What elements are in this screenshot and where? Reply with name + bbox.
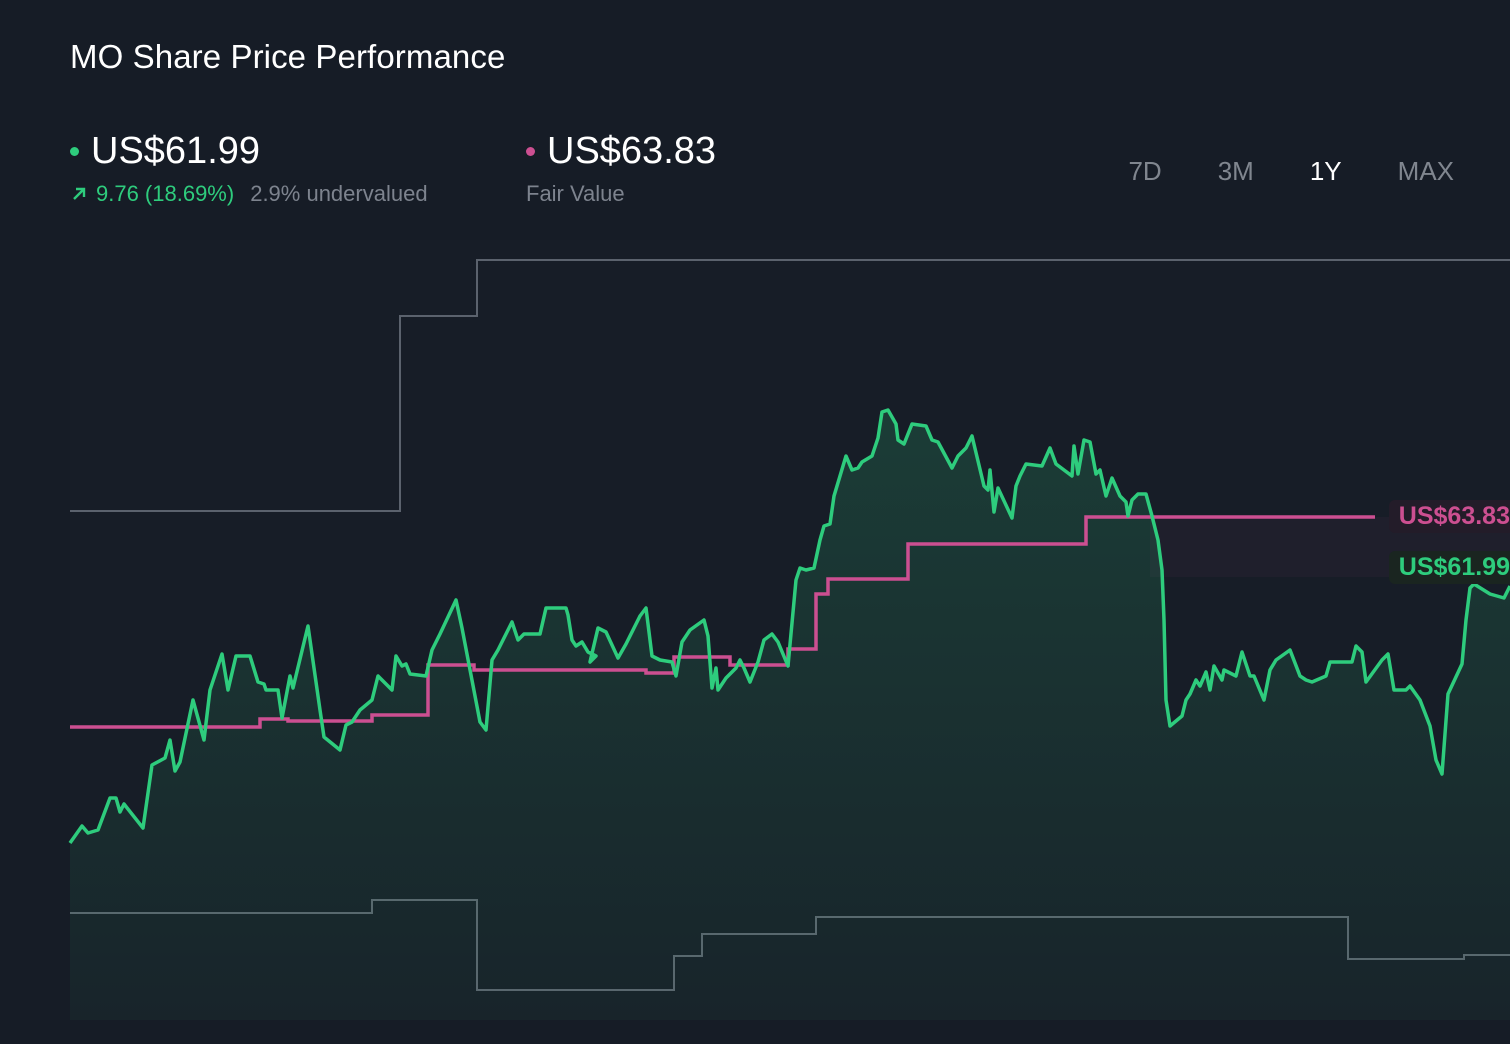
fair-value-stat: US$63.83 Fair Value xyxy=(526,130,716,207)
time-range-selector: 7D 3M 1Y MAX xyxy=(1100,156,1482,187)
fair-value-value: US$63.83 xyxy=(547,130,717,172)
share-price-value: US$61.99 xyxy=(91,130,261,172)
page-title: MO Share Price Performance xyxy=(70,38,506,75)
range-3m[interactable]: 3M xyxy=(1190,156,1282,187)
share-price-stat: US$61.99 9.76 (18.69%) 2.9% undervalued xyxy=(70,130,428,207)
fair-value-tag: US$63.83 xyxy=(1388,500,1510,533)
valuation-status: 2.9% undervalued xyxy=(250,181,428,206)
share-price-line xyxy=(68,408,1510,845)
price-tag: US$61.99 xyxy=(1388,551,1510,584)
price-dot-icon xyxy=(70,147,79,156)
fair-value-label: Fair Value xyxy=(526,181,625,206)
range-1y[interactable]: 1Y xyxy=(1282,156,1370,187)
arrow-up-right-icon xyxy=(73,187,86,200)
upper-band-line xyxy=(70,259,1510,512)
range-7d[interactable]: 7D xyxy=(1100,156,1189,187)
price-change: 9.76 (18.69%) xyxy=(96,181,235,206)
fair-value-dot-icon xyxy=(526,147,535,156)
price-area-fill xyxy=(70,410,1510,1020)
range-max[interactable]: MAX xyxy=(1370,156,1482,187)
